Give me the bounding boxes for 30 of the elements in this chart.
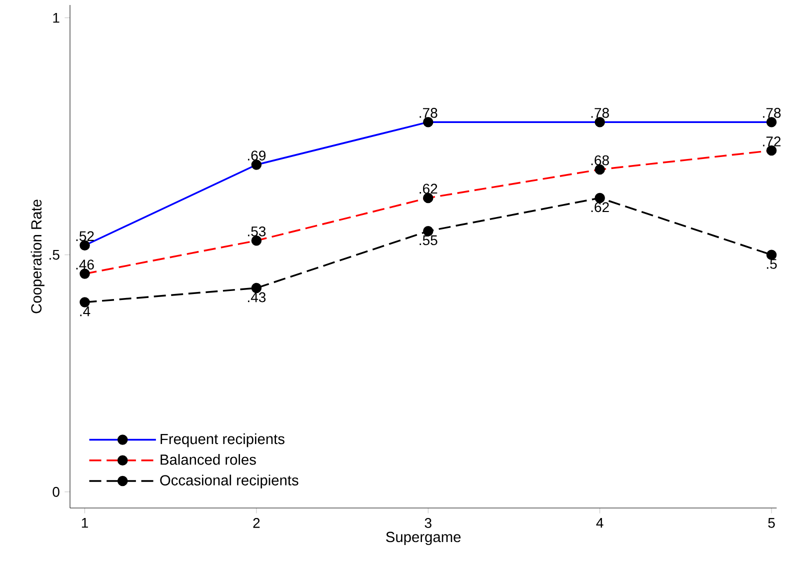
data-label: .78 [591,108,609,118]
x-tick-label: 2 [253,518,260,528]
data-label: .5 [766,259,777,269]
data-label: .68 [591,155,609,166]
data-label: .72 [763,136,781,146]
x-axis-title: Supergame [386,532,461,546]
legend-label: Occasional recipients [160,474,298,488]
data-label: .62 [591,202,609,212]
y-tick-label: 1 [53,12,60,23]
point [80,297,90,308]
legend-label: Balanced roles [160,454,256,465]
x-tick-label: 1 [82,518,88,528]
data-label: .69 [248,150,266,161]
x-tick-label: 3 [424,518,432,528]
data-label: .62 [420,184,438,194]
data-label: .52 [76,231,94,242]
data-label: .46 [76,260,94,270]
data-label: .78 [420,108,438,118]
data-label: .4 [80,306,90,316]
y-tick-label: 0 [52,486,60,497]
point [766,250,777,260]
y-axis-title: Cooperation Rate [30,200,44,314]
x-tick-label: 5 [768,518,775,528]
data-label: .53 [248,226,266,236]
data-label: .78 [763,108,781,118]
y-tick-label: .5 [50,250,60,260]
legend-label: Frequent recipients [160,433,284,448]
x-tick-label: 4 [596,518,604,528]
data-label: .55 [420,235,438,246]
data-label: .43 [248,292,266,302]
